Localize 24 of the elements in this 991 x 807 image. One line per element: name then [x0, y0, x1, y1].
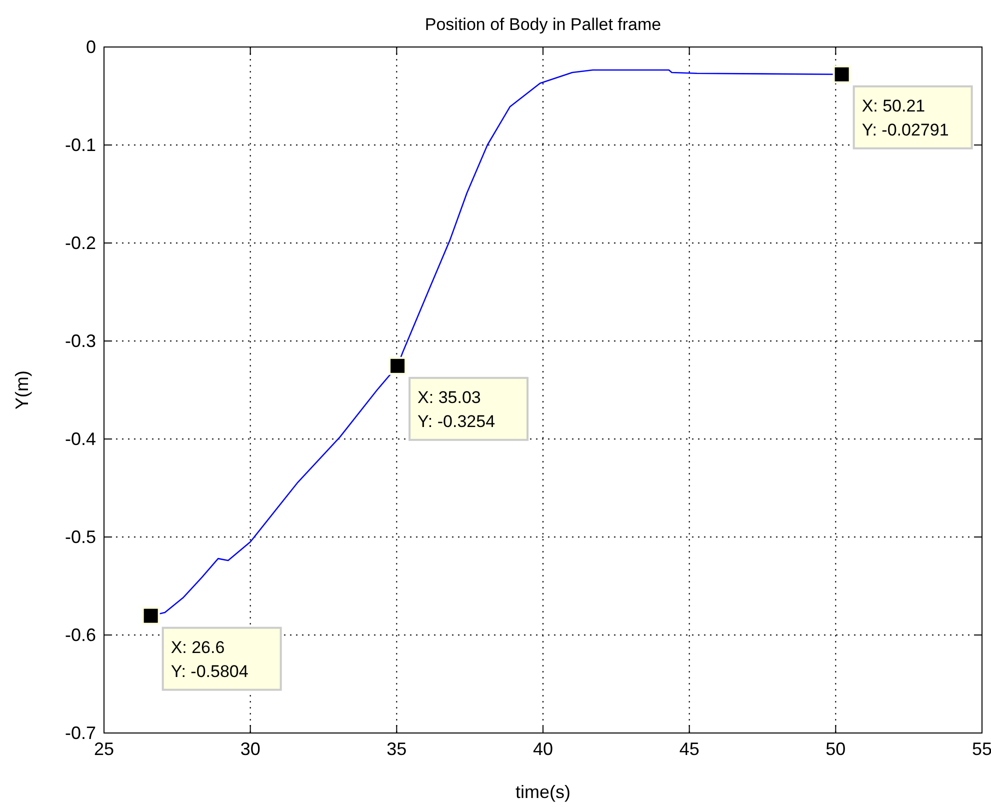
- y-tick-label: -0.1: [64, 135, 96, 155]
- x-tick-label: 40: [532, 739, 554, 759]
- x-tick-label: 50: [826, 739, 846, 759]
- y-tick-label: -0.5: [64, 527, 96, 547]
- data-tip: X: 35.03 Y: -0.3254: [388, 356, 529, 441]
- data-tip: X: 26.6 Y: -0.5804: [142, 606, 282, 691]
- y-tick-label: 0: [86, 37, 96, 57]
- x-tick-label: 30: [240, 739, 260, 759]
- annotation: X: 26.6 Y: -0.5804: [170, 638, 248, 681]
- x-tick-label: 35: [386, 739, 407, 759]
- y-tick-label: -0.4: [64, 429, 96, 449]
- y-axis-title: Y(m): [12, 370, 32, 410]
- annotation: X: 50.21 Y: -0.02791: [862, 96, 949, 140]
- y-tick-label: -0.2: [64, 233, 96, 253]
- data-tip: X: 50.21 Y: -0.02791: [832, 65, 973, 150]
- chart-title: Position of Body in Pallet frame: [424, 15, 662, 34]
- x-tick-label: 55: [972, 739, 991, 759]
- x-tick-label: 25: [94, 739, 114, 759]
- y-tick-label: -0.3: [64, 331, 96, 351]
- annotation: X: 35.03 Y: -0.3254: [418, 388, 496, 431]
- y-tick-label: -0.6: [64, 625, 96, 645]
- y-tick-label: -0.7: [64, 723, 96, 743]
- x-axis-title: time(s): [516, 782, 570, 802]
- x-tick-label: 45: [679, 739, 700, 759]
